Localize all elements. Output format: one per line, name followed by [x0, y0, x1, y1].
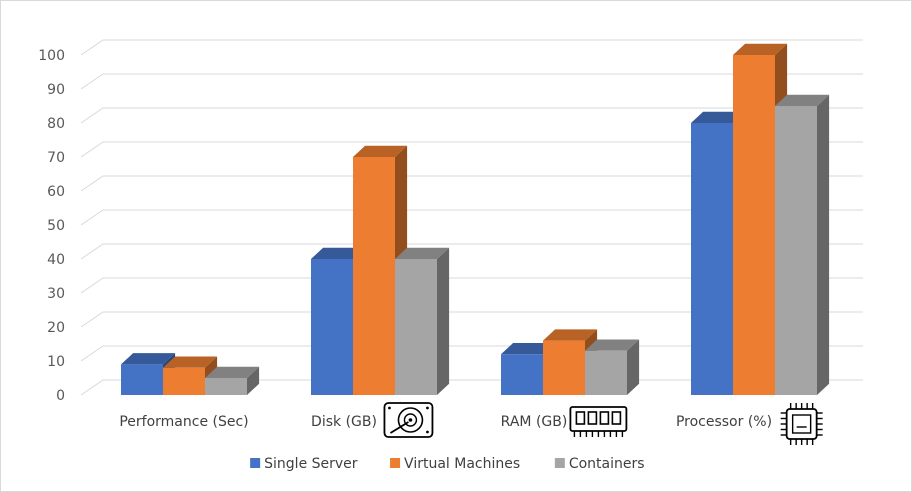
ram-module-icon [569, 406, 628, 437]
gridline [80, 141, 863, 158]
y-tick-label: 50 [47, 218, 65, 234]
gridline [80, 277, 863, 294]
bar-front [501, 354, 543, 395]
bar-front [733, 55, 775, 395]
gridline [80, 311, 863, 328]
bars [121, 43, 830, 395]
bar-front [311, 259, 353, 395]
bar [163, 356, 218, 395]
hdd-outline [383, 402, 434, 438]
x-tick-label: RAM (GB) [501, 414, 568, 430]
y-tick-label: 60 [47, 184, 65, 200]
legend-swatch [554, 458, 565, 468]
legend-swatch [250, 458, 261, 468]
x-tick-label: Disk (GB) [311, 414, 377, 430]
gridline [80, 39, 863, 56]
y-tick-label: 90 [47, 82, 65, 98]
bar-front [163, 367, 205, 395]
bar-side [817, 94, 830, 395]
legend-item: Virtual Machines [390, 456, 520, 472]
bar-top [775, 94, 830, 106]
bar-front [585, 350, 627, 395]
bar-top [691, 111, 746, 123]
cpu-body [785, 408, 818, 440]
hdd-screw [426, 406, 429, 410]
bar [585, 339, 640, 395]
ram-chip [575, 411, 586, 425]
bar-top [353, 145, 408, 157]
gridline [80, 209, 863, 226]
bar [775, 94, 830, 395]
bar-front [543, 340, 585, 395]
bar-front [395, 259, 437, 395]
ram-chip [611, 411, 622, 425]
y-tick-label: 100 [38, 48, 65, 64]
hdd-screw [426, 430, 429, 434]
ram-chip [587, 411, 598, 425]
bar [205, 366, 260, 395]
x-axis-labels: Performance (Sec) Disk (GB) RAM (GB) Proces… [119, 402, 823, 445]
bar-top [311, 247, 366, 259]
bar-top [395, 247, 450, 259]
bar-top [733, 43, 788, 55]
hdd-screw [388, 406, 391, 410]
y-tick-label: 10 [47, 354, 65, 370]
hard-disk-icon [383, 402, 434, 438]
ram-board [569, 406, 628, 432]
hdd-platter-inner [403, 413, 418, 427]
bar-front [353, 157, 395, 395]
bar-side [247, 366, 260, 395]
gridline [80, 175, 863, 192]
bar [395, 247, 450, 395]
hdd-platter [397, 407, 424, 433]
processor-chip-icon [780, 403, 823, 445]
y-tick-label: 80 [47, 116, 65, 132]
hdd-arm [389, 421, 409, 434]
bar-top [585, 339, 640, 351]
bar-top [501, 342, 556, 355]
gridlines: 0 10 20 30 40 50 60 70 80 90 100 [38, 39, 863, 404]
bar-front [775, 106, 817, 395]
legend-label: Single Server [264, 456, 358, 472]
legend-item: Containers [554, 456, 645, 472]
legend-swatch [390, 458, 401, 468]
gridline [80, 243, 863, 260]
y-tick-label: 40 [47, 252, 65, 268]
ram-chip [599, 411, 610, 425]
gridline [80, 73, 863, 90]
bar-front [691, 123, 733, 395]
gridline [80, 107, 863, 124]
cpu-die [791, 414, 812, 434]
legend-label: Virtual Machines [404, 456, 520, 472]
hdd-spindle [408, 418, 413, 422]
x-tick-label: Performance (Sec) [119, 414, 248, 430]
y-tick-label: 30 [47, 286, 65, 302]
bar-top [121, 353, 176, 365]
legend-item: Single Server [250, 456, 358, 472]
bar-top [163, 356, 218, 368]
bar-top [205, 366, 260, 378]
y-tick-label: 70 [47, 150, 65, 166]
legend-label: Containers [569, 456, 645, 472]
legend: Single Server Virtual Machines Containers [250, 456, 645, 472]
bar-side [437, 247, 450, 395]
bar-side [627, 339, 640, 395]
y-tick-label: 20 [47, 320, 65, 336]
y-tick-label: 0 [56, 388, 65, 404]
bar-top [543, 329, 598, 341]
x-tick-label: Processor (%) [676, 414, 772, 430]
bar-front [205, 378, 247, 395]
bar-front [121, 364, 163, 395]
